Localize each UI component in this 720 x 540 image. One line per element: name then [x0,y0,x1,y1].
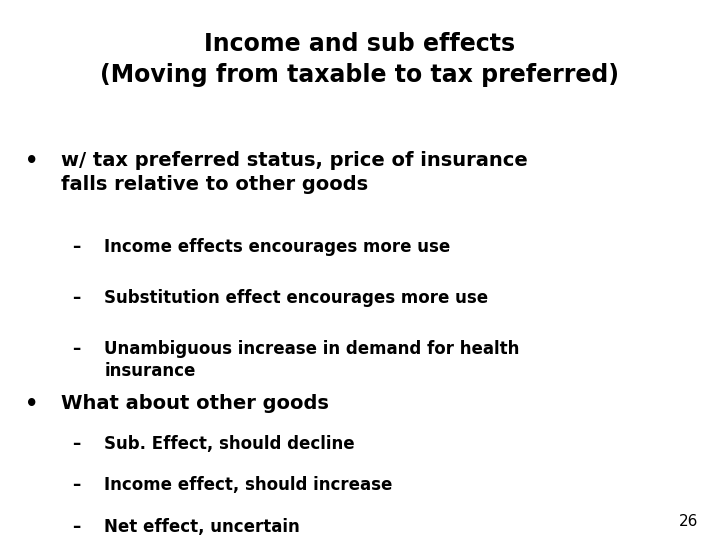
Text: Income and sub effects
(Moving from taxable to tax preferred): Income and sub effects (Moving from taxa… [101,32,619,87]
Text: What about other goods: What about other goods [61,394,329,413]
Text: 26: 26 [679,514,698,529]
Text: •: • [25,394,39,414]
Text: Unambiguous increase in demand for health
insurance: Unambiguous increase in demand for healt… [104,340,520,380]
Text: Sub. Effect, should decline: Sub. Effect, should decline [104,435,355,453]
Text: –: – [72,476,80,494]
Text: –: – [72,518,80,536]
Text: Net effect, uncertain: Net effect, uncertain [104,518,300,536]
Text: Substitution effect encourages more use: Substitution effect encourages more use [104,289,489,307]
Text: w/ tax preferred status, price of insurance
falls relative to other goods: w/ tax preferred status, price of insura… [61,151,528,194]
Text: Income effect, should increase: Income effect, should increase [104,476,393,494]
Text: –: – [72,238,80,255]
Text: •: • [25,151,39,171]
Text: –: – [72,289,80,307]
Text: –: – [72,340,80,358]
Text: –: – [72,435,80,453]
Text: Income effects encourages more use: Income effects encourages more use [104,238,451,255]
